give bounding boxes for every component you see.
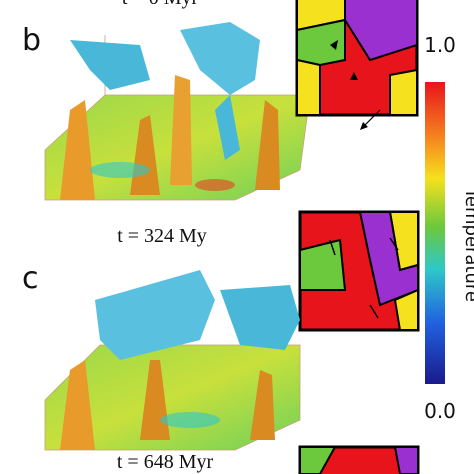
plate-map [295,0,419,130]
time-label: t = 648 Myr [117,451,214,473]
panel-label: c [22,261,39,296]
plate-map [298,210,420,332]
plate-map [298,445,420,474]
panel-b-render [44,22,311,201]
colorbar-min: 0.0 [424,399,456,423]
panel-label: b [22,23,41,58]
panel-c-render [44,270,301,451]
time-label: t = 324 My [117,225,207,247]
time-label: t = 0 Myr [122,0,199,9]
colorbar-title: Temperature [461,187,474,302]
colorbar-max: 1.0 [424,33,456,57]
colorbar [425,82,445,384]
